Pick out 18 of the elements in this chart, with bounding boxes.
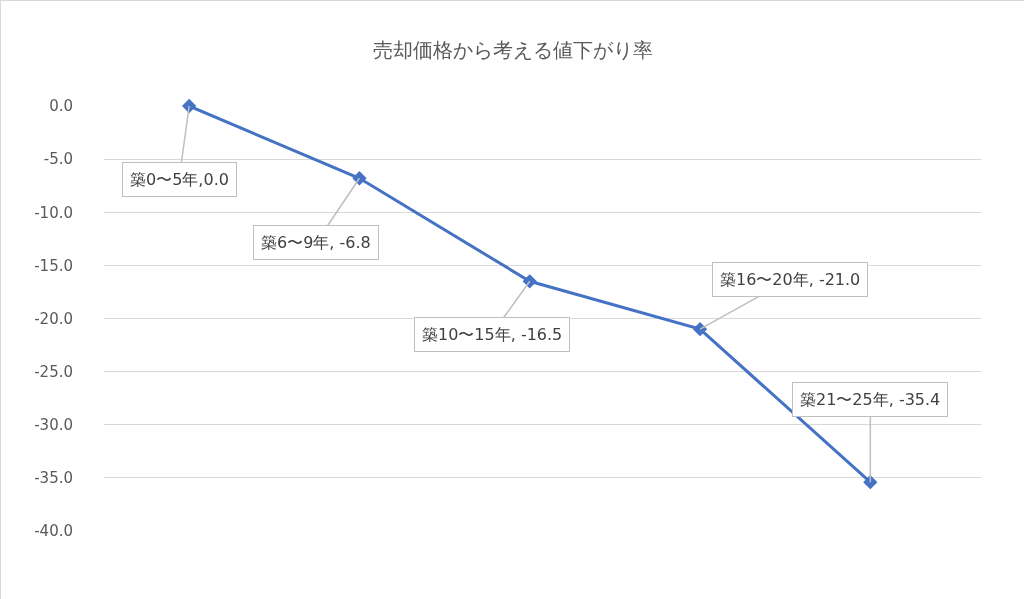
annotation: 築10〜15年, -16.5 <box>422 325 563 344</box>
y-tick-label: -40.0 <box>34 522 73 541</box>
point <box>182 98 197 114</box>
y-tick-label: -35.0 <box>34 469 73 488</box>
y-tick-label: -30.0 <box>34 416 73 434</box>
y-tick-label: 0.0 <box>49 97 73 116</box>
annotation: 築0〜5年,0.0 <box>130 170 229 189</box>
annotation: 築6〜9年, -6.8 <box>261 233 371 252</box>
y-tick-label: -15.0 <box>34 256 73 275</box>
point <box>692 321 708 337</box>
y-tick-label: -25.0 <box>34 362 73 381</box>
annotation: 築16〜20年, -21.0 <box>720 270 861 289</box>
chart-title: 売却価格から考える値下がり率 <box>373 37 653 62</box>
annotation: 築21〜25年, -35.4 <box>800 390 941 409</box>
y-tick-label: -20.0 <box>34 309 73 328</box>
y-tick-label: -10.0 <box>34 203 73 222</box>
y-tick-label: -5.0 <box>43 150 73 169</box>
point <box>522 274 537 289</box>
